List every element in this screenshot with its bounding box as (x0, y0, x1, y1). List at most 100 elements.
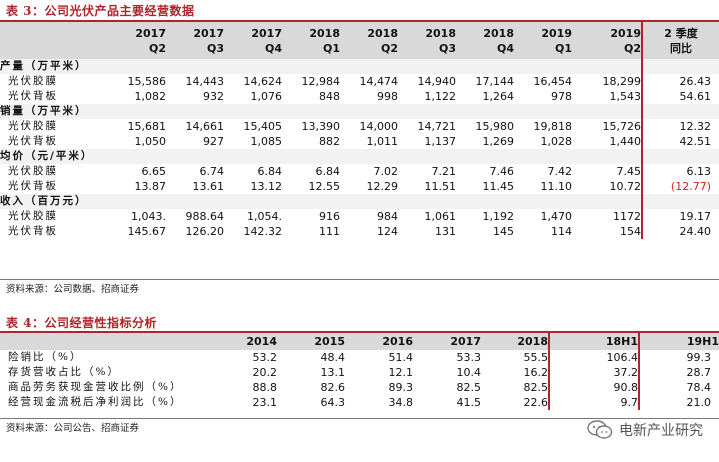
table3-value-cell: 12,984 (301, 75, 341, 88)
table3-group-fill (641, 149, 719, 164)
table3-caption-rule (0, 20, 719, 22)
table3-value-cell: 126.20 (185, 225, 225, 238)
table3-value-cell: 1,264 (482, 90, 515, 103)
table3-yoy-cell: 24.40 (641, 224, 719, 239)
table3-value-cell: 848 (319, 90, 340, 103)
table4-value-cell: 9.7 (548, 395, 639, 410)
table3: 2017 Q2 2017 Q3 2017 Q4 2018 Q1 2018 Q2 2018 Q… (0, 22, 719, 239)
table3-value-cell: 1,085 (250, 135, 283, 148)
table4-value-cell: 28.7 (638, 365, 719, 380)
table3-value-cell: 1,028 (540, 135, 573, 148)
table3-row: 光伏背板 13.87 13.61 13.12 12.55 12.29 11.51 11.45 1… (0, 179, 719, 194)
table3-value-cell: 1,137 (424, 135, 457, 148)
table3-row: 光伏胶膜 15,681 14,661 15,405 13,390 14,000 14,721… (0, 119, 719, 134)
table3-row-label: 光伏胶膜 (8, 120, 58, 132)
table3-value-cell: 15,405 (243, 120, 283, 133)
table3-header-cell: 2019 Q1 (514, 22, 572, 59)
table3-value-cell: 142.32 (243, 225, 283, 238)
table3-value-cell: 13.12 (250, 180, 283, 193)
table4-bottom-rule (0, 418, 719, 419)
table4-value-cell: 41.5 (456, 396, 482, 409)
table3-value-cell: 114 (551, 225, 572, 238)
table3-header-cell: 2017 Q2 (108, 22, 166, 59)
table3-value-cell: 12.29 (366, 180, 399, 193)
table4-value-cell: 82.6 (320, 381, 346, 394)
table3-value-cell: 13,390 (301, 120, 341, 133)
table3-row: 光伏背板 1,082 932 1,076 848 998 1,122 1,264 978 1,54… (0, 89, 719, 104)
table4-header-cell: 2015 (277, 333, 345, 350)
table3-value-cell: 1,192 (482, 210, 515, 223)
table3-group-title: 均价（元/平米） (0, 149, 642, 164)
table4-value-cell: 10.4 (456, 366, 482, 379)
table3-value-cell: 1,082 (134, 90, 167, 103)
table3-value-cell: 1,050 (134, 135, 167, 148)
table3-value-cell: 6.65 (141, 165, 167, 178)
table3-value-cell: 1,543 (609, 90, 642, 103)
table4-header-cell: 2014 (205, 333, 277, 350)
table3-value-cell: 916 (319, 210, 340, 223)
table4-row: 商品劳务获现金营收比例（%） 88.8 82.6 89.3 82.5 82.5 90.8 78… (0, 380, 719, 395)
table3-row-label: 光伏胶膜 (8, 75, 58, 87)
table4-row-label: 险销比（%） (8, 351, 83, 363)
table3-value-cell: 998 (377, 90, 398, 103)
table3-value-cell: 6.84 (257, 165, 283, 178)
watermark: 电新产业研究 (587, 419, 703, 441)
table3-value-cell: 131 (435, 225, 456, 238)
table3-value-cell: 145.67 (127, 225, 167, 238)
table3-row-label: 光伏胶膜 (8, 165, 58, 177)
table3-value-cell: 932 (203, 90, 224, 103)
table3-value-cell: 111 (319, 225, 340, 238)
table3-row-label: 光伏背板 (8, 180, 58, 192)
table3-caption: 表 3：公司光伏产品主要经营数据 (6, 4, 195, 18)
wechat-icon (587, 420, 613, 440)
table4-value-cell: 53.2 (252, 351, 278, 364)
table4-header-blank (0, 333, 205, 350)
table3-row-label: 光伏背板 (8, 135, 58, 147)
table3-header-cell: 2018 Q1 (282, 22, 340, 59)
table3-value-cell: 16,454 (533, 75, 573, 88)
table3-value-cell: 18,299 (602, 75, 642, 88)
table3-value-cell: 1,122 (424, 90, 457, 103)
table3-value-cell: 15,586 (127, 75, 167, 88)
table4-source: 资料来源：公司公告、招商证券 (6, 423, 140, 434)
table3-value-cell: 15,980 (475, 120, 515, 133)
table4-header-cell: 19H1 (638, 333, 719, 350)
table4-value-cell: 88.8 (252, 381, 278, 394)
table3-yoy-cell: (12.77) (641, 179, 719, 194)
table4-value-cell: 55.5 (523, 351, 549, 364)
table4-value-cell: 12.1 (388, 366, 414, 379)
table3-value-cell: 1,043. (131, 210, 166, 223)
table4: 2014 2015 2016 2017 2018 18H1 19H1 险销比（%… (0, 333, 719, 410)
table3-group-fill (641, 194, 719, 209)
table3-value-cell: 978 (551, 90, 572, 103)
table4-row: 存货营收占比（%） 20.2 13.1 12.1 10.4 16.2 37.2 28.7 (0, 365, 719, 380)
table3-yoy-cell: 26.43 (641, 74, 719, 89)
table4-value-cell: 106.4 (548, 350, 639, 365)
table3-header-cell: 2018 Q3 (398, 22, 456, 59)
table4-value-cell: 34.8 (388, 396, 414, 409)
table4-row: 险销比（%） 53.2 48.4 51.4 53.3 55.5 106.4 99.3 (0, 350, 719, 365)
table3-yoy-cell: 6.13 (641, 164, 719, 179)
table3-value-cell: 927 (203, 135, 224, 148)
table3-yoy-cell: 12.32 (641, 119, 719, 134)
table4-row-label: 商品劳务获现金营收比例（%） (8, 381, 183, 393)
table3-value-cell: 14,000 (359, 120, 399, 133)
table3-value-cell: 7.42 (547, 165, 573, 178)
table3-value-cell: 6.84 (315, 165, 341, 178)
table4-value-cell: 48.4 (320, 351, 346, 364)
table3-value-cell: 7.21 (431, 165, 457, 178)
table3-value-cell: 14,940 (417, 75, 457, 88)
table3-value-cell: 19,818 (533, 120, 573, 133)
table3-value-cell: 124 (377, 225, 398, 238)
table4-value-cell: 23.1 (252, 396, 278, 409)
table4-header-cell: 18H1 (548, 333, 639, 350)
table3-header-cell: 2017 Q3 (166, 22, 224, 59)
table3-header-blank (0, 22, 108, 59)
table4-caption: 表 4：公司经营性指标分析 (6, 316, 158, 330)
table3-value-cell: 15,726 (602, 120, 642, 133)
table4-row-label: 存货营收占比（%） (8, 366, 120, 378)
table3-value-cell: 7.46 (489, 165, 515, 178)
table3-value-cell: 14,624 (243, 75, 283, 88)
table4-value-cell: 16.2 (523, 366, 549, 379)
table3-header-cell: 2019 Q2 (572, 22, 642, 59)
